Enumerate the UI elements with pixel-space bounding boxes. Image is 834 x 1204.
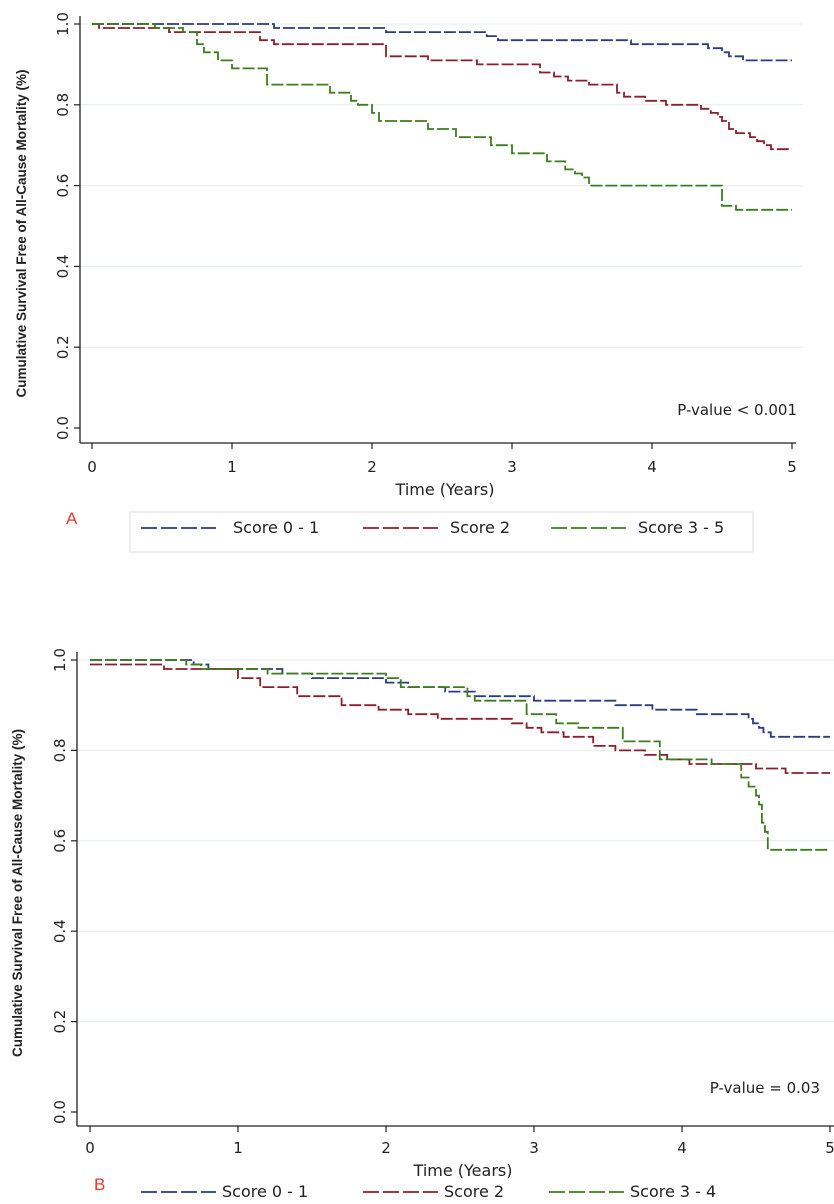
x-tick-label: 2 bbox=[381, 1139, 391, 1157]
x-axis-title: Time (Years) bbox=[395, 480, 495, 499]
survival-curve-series-1 bbox=[90, 659, 830, 738]
y-tick-label: 0.6 bbox=[51, 829, 69, 853]
x-tick-label: 3 bbox=[529, 1139, 539, 1157]
panel-label: A bbox=[66, 509, 78, 528]
legend-item-label: Score 2 bbox=[444, 1182, 504, 1201]
legend-item-label: Score 3 - 4 bbox=[630, 1182, 716, 1201]
survival-curve-series-2 bbox=[92, 23, 792, 151]
legend-item-label: Score 2 bbox=[450, 518, 510, 537]
y-tick-label: 0.4 bbox=[54, 254, 72, 278]
legend-item-label: Score 0 - 1 bbox=[233, 518, 319, 537]
p-value-annotation: P-value = 0.03 bbox=[710, 1079, 820, 1097]
x-tick-label: 4 bbox=[677, 1139, 687, 1157]
survival-curve-series-2 bbox=[90, 663, 830, 774]
y-tick-label: 1.0 bbox=[51, 648, 69, 672]
x-tick-label: 2 bbox=[367, 458, 377, 476]
x-tick-label: 1 bbox=[227, 458, 237, 476]
y-tick-label: 0.2 bbox=[51, 1010, 69, 1034]
y-axis-title: Cumulative Survival Free of All-Cause Mo… bbox=[10, 729, 25, 1057]
x-tick-label: 5 bbox=[825, 1139, 834, 1157]
x-tick-label: 4 bbox=[647, 458, 657, 476]
survival-curve-series-3 bbox=[92, 23, 792, 211]
y-tick-label: 0.2 bbox=[54, 335, 72, 359]
legend: Score 0 - 1 Score 2 Score 3 - 5 bbox=[129, 511, 754, 553]
x-tick-label: 0 bbox=[85, 1139, 95, 1157]
y-tick-label: 1.0 bbox=[54, 12, 72, 36]
y-tick-label: 0.0 bbox=[51, 1100, 69, 1124]
y-tick-label: 0.8 bbox=[54, 93, 72, 117]
y-tick-label: 0.6 bbox=[54, 174, 72, 198]
x-tick-label: 5 bbox=[787, 458, 797, 476]
legend-item-label: Score 0 - 1 bbox=[222, 1182, 308, 1201]
survival-curve-series-1 bbox=[92, 23, 792, 62]
legend-box bbox=[129, 511, 754, 553]
y-tick-label: 0.4 bbox=[51, 919, 69, 943]
x-tick-label: 0 bbox=[87, 458, 97, 476]
x-tick-label: 3 bbox=[507, 458, 517, 476]
x-tick-label: 1 bbox=[233, 1139, 243, 1157]
survival-curve-series-3 bbox=[90, 659, 830, 851]
x-axis-title: Time (Years) bbox=[413, 1161, 513, 1180]
y-tick-label: 0.0 bbox=[54, 416, 72, 440]
y-axis-title: Cumulative Survival Free of All-Cause Mo… bbox=[14, 69, 29, 397]
chart-panel-b: 0.0 0.2 0.4 0.6 0.8 1.0 0 1 2 3 4 5 Time (Years) Cumu… bbox=[10, 648, 834, 1201]
p-value-annotation: P-value < 0.001 bbox=[677, 401, 797, 419]
panel-label: B bbox=[94, 1175, 105, 1194]
y-tick-label: 0.8 bbox=[51, 738, 69, 762]
legend: Score 0 - 1 Score 2 Score 3 - 4 bbox=[141, 1182, 716, 1201]
chart-panel-a: 0.0 0.2 0.4 0.6 0.8 1.0 0 1 2 3 4 5 Time (Years) Cumu… bbox=[14, 12, 803, 553]
legend-item-label: Score 3 - 5 bbox=[638, 518, 724, 537]
